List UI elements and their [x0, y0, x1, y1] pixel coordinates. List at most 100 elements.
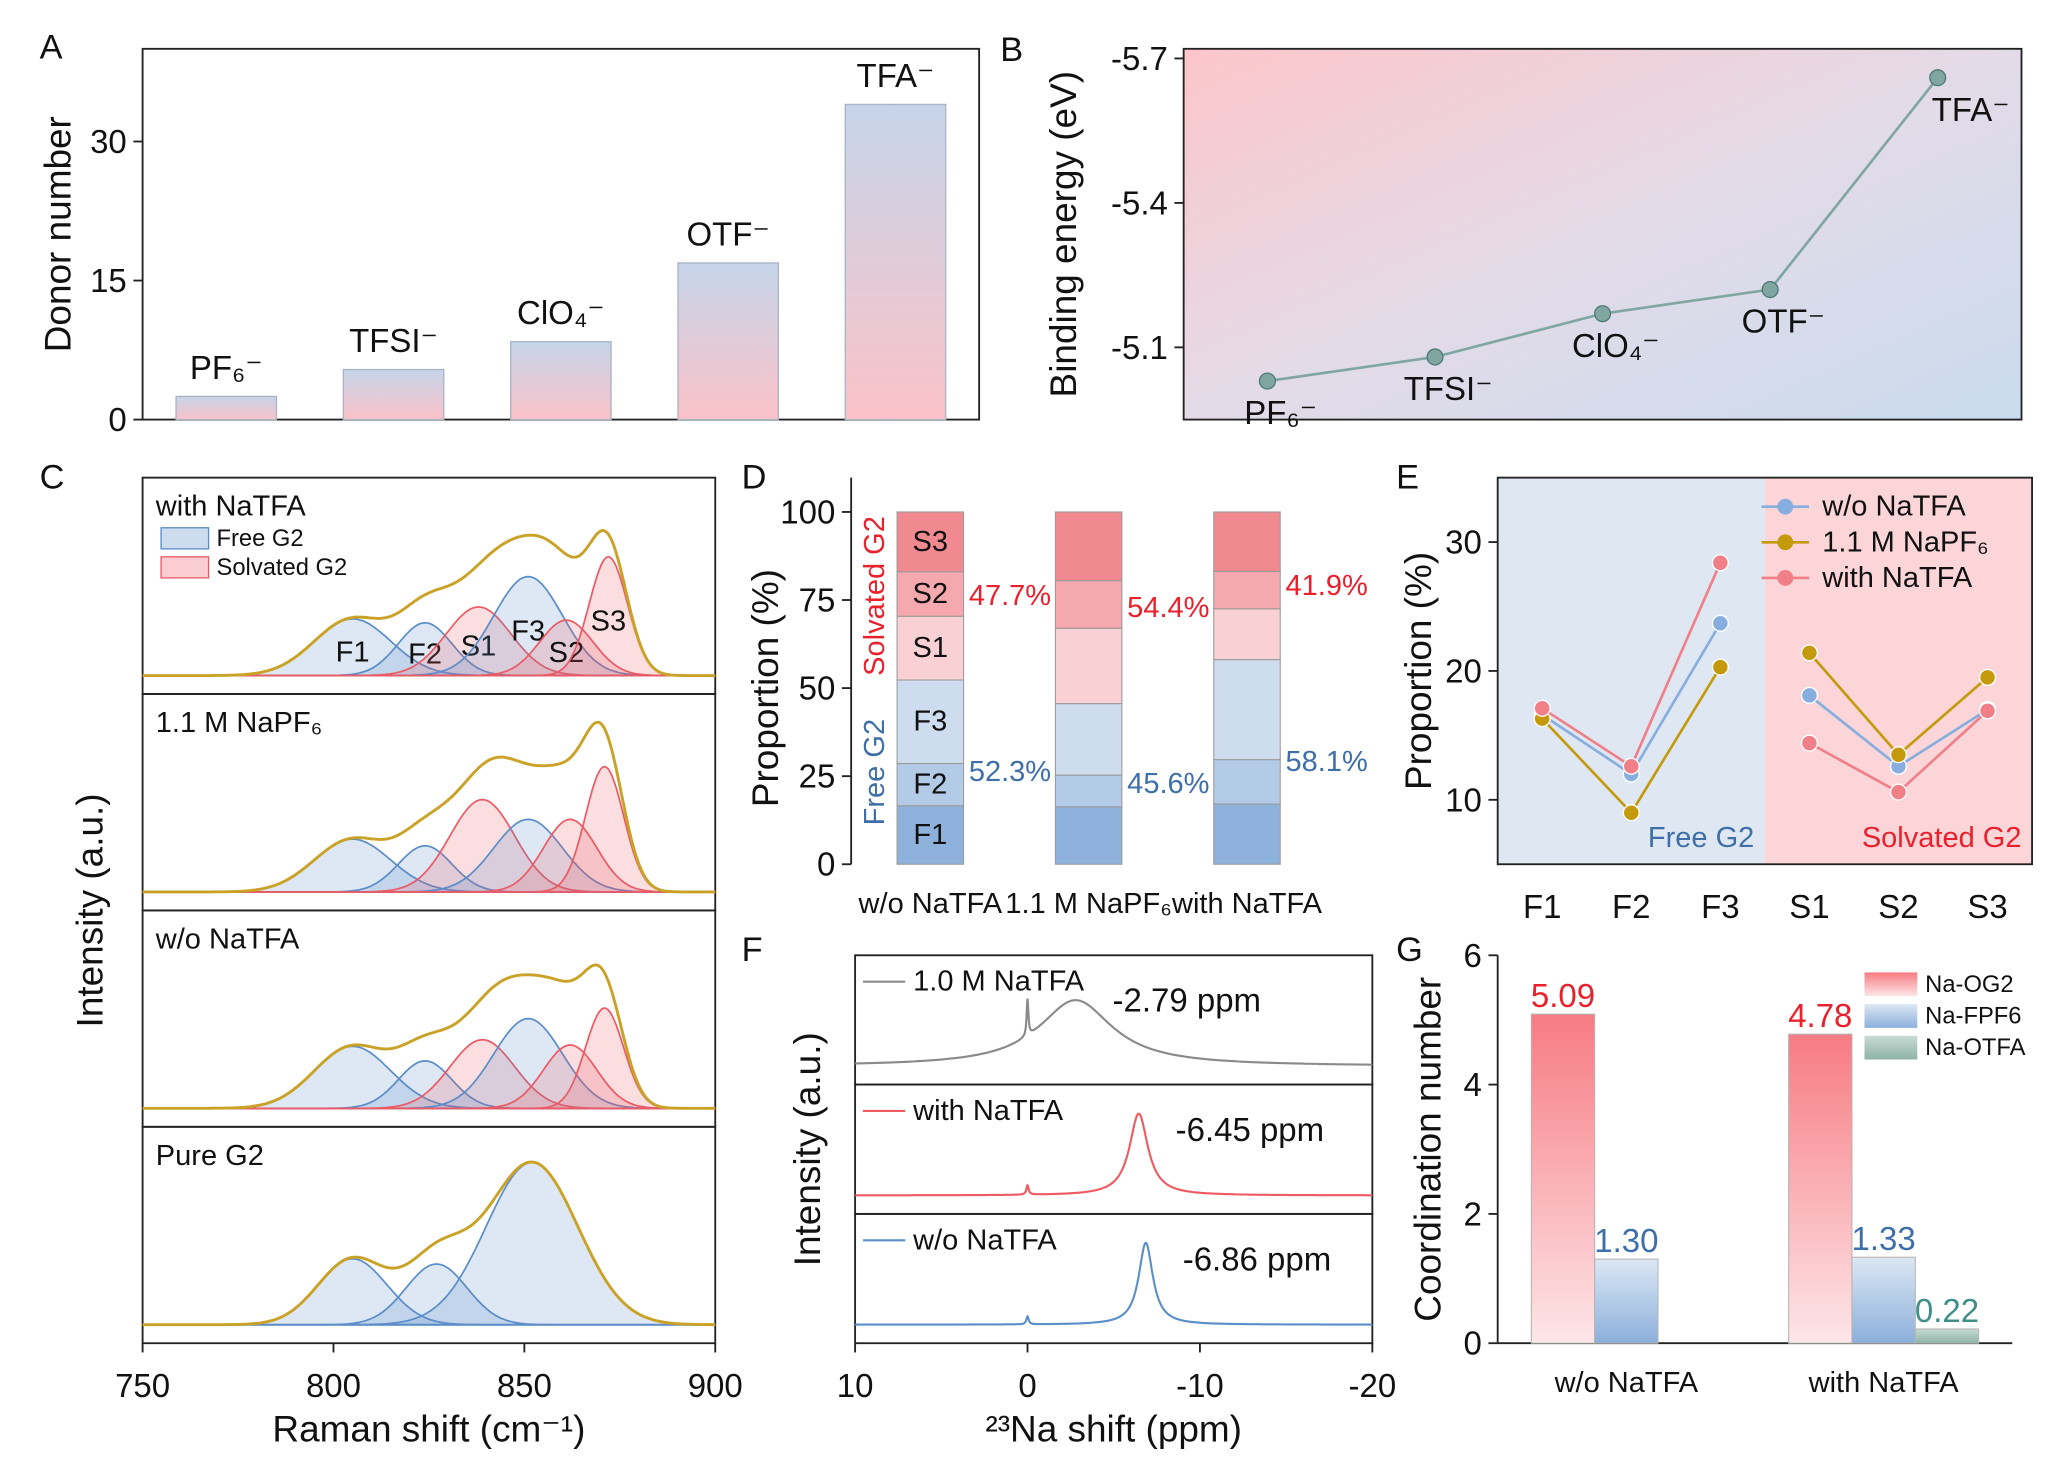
plot-frame	[854, 1212, 1374, 1345]
bar	[844, 103, 947, 421]
segment-label: S2	[913, 578, 949, 610]
subplot-label: with NaTFA	[155, 491, 307, 523]
point	[1800, 644, 1818, 662]
point	[1622, 757, 1640, 775]
value-label: 5.09	[1531, 977, 1595, 1014]
bar	[1788, 1033, 1853, 1344]
bar-segment	[1054, 580, 1123, 629]
y-axis-label: Proportion (%)	[1398, 552, 1439, 790]
point	[1533, 699, 1551, 717]
y-tick-label: 30	[90, 123, 127, 160]
legend-label: Na-OG2	[1925, 971, 2013, 998]
bar	[175, 395, 278, 421]
y-axis-label: Coordination number	[1407, 977, 1448, 1322]
point	[1889, 783, 1908, 801]
peak-label: F1	[336, 636, 370, 668]
point-label: OTF⁻	[1742, 303, 1825, 340]
point	[1258, 372, 1277, 390]
fit-envelope	[142, 963, 716, 1110]
bar-segment	[1054, 627, 1123, 705]
peak-label: S1	[461, 631, 497, 663]
y-tick-label: 100	[780, 493, 835, 530]
peak-label: F2	[408, 638, 442, 670]
value-label: 1.30	[1594, 1222, 1658, 1259]
x-tick-label: 10	[837, 1367, 874, 1404]
bar-segment	[1213, 659, 1281, 761]
y-tick-label: 50	[799, 670, 836, 707]
y-axis-label: Proportion (%)	[745, 569, 786, 807]
plot-frame	[141, 1125, 717, 1345]
x-tick-label: 1.1 M NaPF₆	[1005, 888, 1171, 920]
bar	[677, 262, 780, 421]
group-name: Solvated G2	[859, 516, 891, 676]
x-tick-label: -10	[1176, 1367, 1224, 1404]
point-label: TFSI⁻	[1404, 370, 1493, 407]
legend-swatch	[160, 527, 210, 550]
bar	[1594, 1258, 1659, 1344]
point	[1594, 305, 1612, 323]
legend-label: Solvated G2	[216, 554, 347, 581]
subplot-label: Pure G2	[156, 1140, 264, 1172]
category-label: PF₆⁻	[190, 349, 263, 386]
legend-marker	[1777, 498, 1794, 515]
y-axis-label: Binding energy (eV)	[1043, 71, 1084, 397]
y-tick-label: 25	[799, 758, 836, 795]
subplot-label: w/o NaTFA	[155, 923, 300, 955]
spectrum	[855, 1241, 1373, 1326]
x-tick-label: F1	[1523, 888, 1561, 925]
point	[1929, 69, 1947, 87]
bar-segment	[1213, 803, 1281, 865]
point	[1622, 804, 1640, 822]
bar	[510, 341, 612, 421]
legend-label: Free G2	[216, 525, 303, 552]
y-tick-label: 10	[1445, 781, 1482, 818]
segment-label: S1	[913, 632, 949, 664]
bar-segment	[1213, 608, 1281, 661]
group-total: 54.4%	[1127, 592, 1209, 624]
x-tick-label: with NaTFA	[1171, 888, 1323, 920]
group-total: 52.3%	[969, 756, 1051, 788]
fit-envelope	[142, 1160, 716, 1327]
panel-label: G	[1396, 931, 1423, 969]
value-label: 4.78	[1788, 997, 1852, 1034]
shift-label: -6.45 ppm	[1176, 1111, 1324, 1148]
y-tick-label: 2	[1464, 1195, 1482, 1232]
point	[1800, 686, 1818, 705]
panel-label: E	[1396, 458, 1419, 496]
x-tick-label: w/o NaTFA	[858, 888, 1003, 920]
category-label: ClO₄⁻	[517, 294, 605, 331]
point	[1800, 734, 1818, 752]
legend-label: 1.0 M NaTFA	[913, 966, 1085, 998]
bar-segment	[1054, 511, 1123, 582]
segment-label: S3	[913, 526, 949, 558]
fit-envelope	[142, 720, 716, 894]
plot-frame	[1182, 47, 2023, 421]
y-tick-label: 75	[799, 582, 836, 619]
legend-marker	[1777, 570, 1794, 586]
point-label: PF₆⁻	[1244, 394, 1317, 431]
bar-segment	[896, 571, 965, 617]
bar	[1851, 1256, 1916, 1344]
x-tick-label: 850	[497, 1367, 552, 1404]
bar-segment	[1213, 511, 1281, 573]
shift-label: -6.86 ppm	[1183, 1240, 1331, 1277]
legend-swatch	[1864, 1004, 1918, 1028]
x-tick-label: S3	[1967, 888, 2007, 925]
y-tick-label: 20	[1445, 652, 1482, 689]
bar	[1914, 1328, 1980, 1344]
legend-label: with NaTFA	[912, 1095, 1064, 1127]
panel-label: D	[742, 458, 767, 496]
point	[1978, 702, 1997, 720]
y-axis-label: Donor number	[38, 116, 79, 352]
group-total: 47.7%	[969, 580, 1051, 612]
bar-segment	[896, 511, 965, 573]
peak-label: S3	[591, 605, 627, 637]
bar-segment	[1213, 570, 1281, 610]
category-label: OTF⁻	[687, 215, 770, 252]
panel-label: F	[742, 931, 763, 969]
y-axis-label: Intensity (a.u.)	[787, 1032, 828, 1266]
y-tick-label: 0	[817, 846, 835, 883]
spectrum	[855, 998, 1373, 1066]
legend-swatch	[160, 556, 210, 579]
category-label: TFA⁻	[857, 57, 935, 94]
